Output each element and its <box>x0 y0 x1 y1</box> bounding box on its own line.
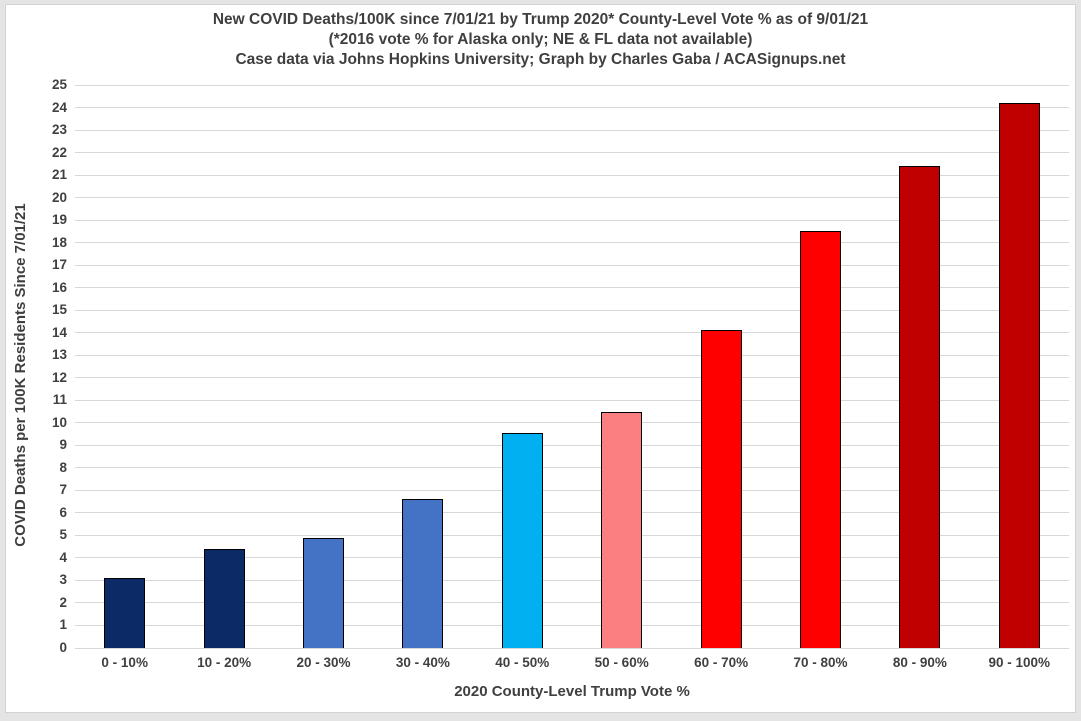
bar-70-80 <box>800 231 841 648</box>
gridline <box>75 489 1069 491</box>
chart-subtitle: (*2016 vote % for Alaska only; NE & FL d… <box>328 31 753 48</box>
y-tick-label: 5 <box>59 527 67 543</box>
gridline <box>75 107 1069 109</box>
chart-title: New COVID Deaths/100K since 7/01/21 by T… <box>212 11 869 28</box>
x-tick-label: 40 - 50% <box>495 655 550 670</box>
gridline <box>75 467 1069 469</box>
gridline <box>75 422 1069 424</box>
y-tick-label: 0 <box>59 640 67 655</box>
y-tick-label: 19 <box>51 212 67 228</box>
bar-40-50 <box>501 432 543 648</box>
bar-30-40 <box>402 499 444 648</box>
y-tick-label: 10 <box>51 414 67 430</box>
chart-frame: New COVID Deaths/100K since 7/01/21 by T… <box>5 4 1076 713</box>
gridline <box>75 84 1069 86</box>
y-tick-label: 15 <box>51 302 67 318</box>
gridline <box>75 309 1069 311</box>
chart-attribution: Case data via Johns Hopkins University; … <box>235 51 846 68</box>
gridline <box>75 647 1069 649</box>
x-tick-label: 70 - 80% <box>793 655 848 670</box>
x-axis-title: 2020 County-Level Trump Vote % <box>454 683 690 700</box>
gridline <box>75 129 1069 131</box>
x-tick-label: 50 - 60% <box>594 655 649 670</box>
plot-area <box>75 84 1069 649</box>
y-tick-label: 6 <box>59 504 67 520</box>
chart-title-block: New COVID Deaths/100K since 7/01/21 by T… <box>6 10 1075 70</box>
y-tick-label: 17 <box>51 257 67 273</box>
gridline <box>75 444 1069 446</box>
bar-80-90 <box>899 166 941 648</box>
gridline <box>75 512 1069 514</box>
y-tick-label: 7 <box>59 482 67 498</box>
y-tick-label: 12 <box>51 369 67 385</box>
y-tick-label: 13 <box>51 347 67 363</box>
y-tick-label: 3 <box>59 572 67 588</box>
gridline <box>75 264 1069 266</box>
x-tick-label: 20 - 30% <box>296 655 351 670</box>
gridline <box>75 174 1069 176</box>
y-tick-label: 8 <box>59 459 67 475</box>
gridline <box>75 602 1069 604</box>
gridline <box>75 332 1069 334</box>
bar-90-100 <box>998 103 1040 648</box>
gridline <box>75 557 1069 559</box>
gridline <box>75 377 1069 379</box>
gridline <box>75 624 1069 626</box>
bar-20-30 <box>303 537 344 648</box>
y-tick-label: 22 <box>51 144 67 160</box>
y-tick-label: 20 <box>51 189 67 205</box>
bar-0-10 <box>104 578 146 648</box>
x-tick-label: 10 - 20% <box>197 655 252 670</box>
y-tick-label: 1 <box>59 617 67 633</box>
y-tick-label: 21 <box>51 167 67 183</box>
bar-10-20 <box>203 548 245 648</box>
y-tick-label: 4 <box>59 549 67 565</box>
gridline <box>75 534 1069 536</box>
gridline <box>75 152 1069 154</box>
x-tick-label: 60 - 70% <box>694 655 749 670</box>
gridline <box>75 197 1069 199</box>
y-tick-label: 16 <box>51 279 67 295</box>
y-tick-label: 9 <box>59 437 67 453</box>
gridline <box>75 579 1069 581</box>
y-tick-label: 14 <box>51 324 67 340</box>
gridline <box>75 354 1069 356</box>
gridline <box>75 219 1069 221</box>
y-tick-label: 24 <box>51 99 67 115</box>
gridline <box>75 242 1069 244</box>
bar-50-60 <box>601 411 643 648</box>
y-tick-label: 2 <box>59 594 67 610</box>
x-tick-label: 90 - 100% <box>988 655 1051 670</box>
x-tick-label: 0 - 10% <box>101 655 148 670</box>
gridline <box>75 399 1069 401</box>
y-tick-label: 18 <box>51 234 67 250</box>
y-tick-label: 23 <box>51 122 67 138</box>
gridline <box>75 287 1069 289</box>
bar-60-70 <box>700 330 742 648</box>
y-tick-label: 11 <box>52 392 67 408</box>
y-tick-label: 25 <box>51 77 67 92</box>
x-tick-label: 80 - 90% <box>892 655 947 670</box>
x-tick-label: 30 - 40% <box>395 655 450 670</box>
